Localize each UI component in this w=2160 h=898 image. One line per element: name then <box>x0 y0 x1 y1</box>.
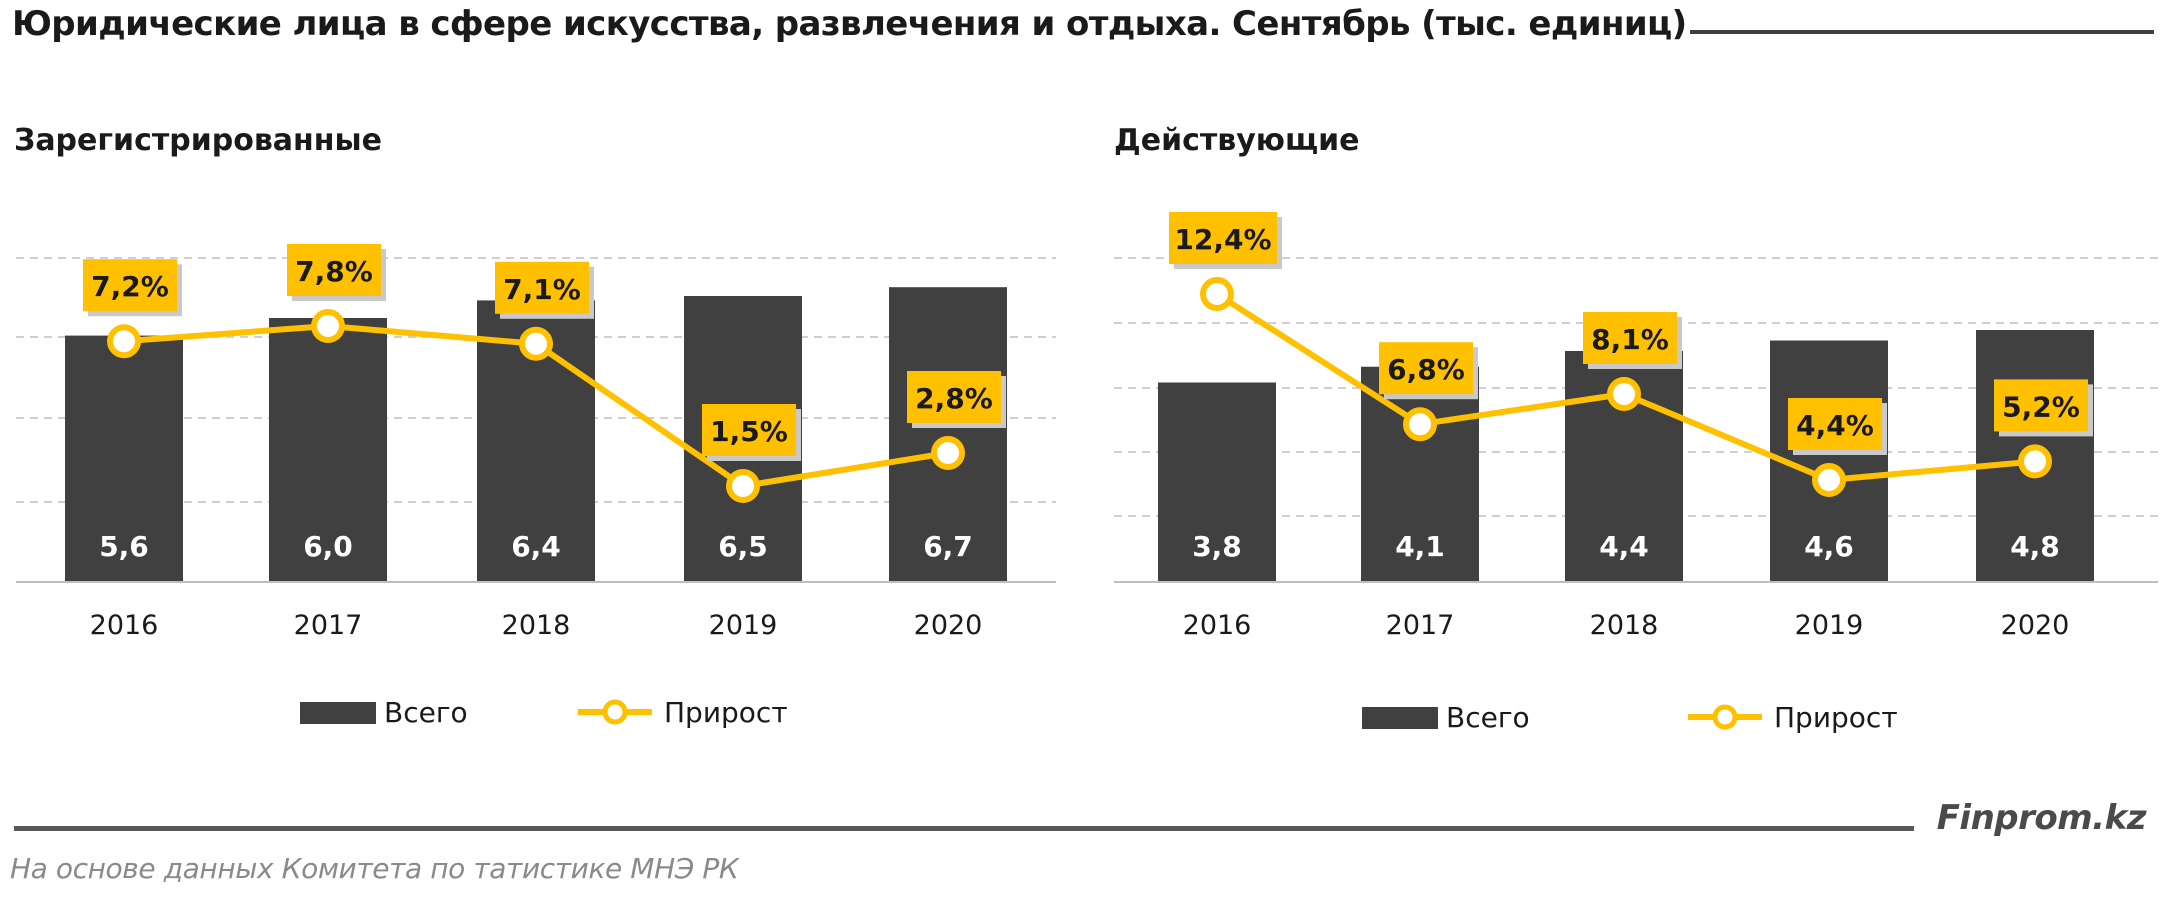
growth-value-label: 5,2% <box>2002 390 2080 423</box>
growth-value-label: 4,4% <box>1796 409 1874 442</box>
growth-value-label: 8,1% <box>1591 323 1669 356</box>
bar-2020 <box>889 287 1007 582</box>
growth-value-label: 6,8% <box>1387 353 1465 386</box>
source-note: На основе данных Комитета по татистике М… <box>10 852 739 885</box>
bar-value-label: 4,1 <box>1395 530 1445 563</box>
growth-marker-2020 <box>2018 444 2052 479</box>
bar-value-label: 5,6 <box>99 530 149 563</box>
bar-value-label: 6,5 <box>718 530 768 563</box>
growth-value-label: 12,4% <box>1174 223 1271 256</box>
growth-label-box <box>1583 311 1677 364</box>
growth-label-box <box>1379 342 1473 395</box>
growth-label-box <box>907 370 1001 423</box>
brand-logo-text: Finprom.kz <box>1936 798 2147 838</box>
growth-value-label: 2,8% <box>915 382 993 415</box>
x-tick-label: 2020 <box>914 610 983 641</box>
growth-value-label: 7,1% <box>503 273 581 306</box>
footer-rule <box>14 826 1914 831</box>
growth-marker-2017 <box>311 309 345 343</box>
panel-subtitle: Зарегистрированные <box>14 123 382 158</box>
growth-value-label: 7,8% <box>295 255 373 288</box>
legend-line-label: Прирост <box>1774 701 1898 734</box>
bar-2016 <box>65 335 183 582</box>
growth-label-box <box>702 404 796 456</box>
growth-label-box <box>1169 212 1277 264</box>
growth-label-box <box>1788 398 1882 450</box>
growth-label-box <box>83 259 177 312</box>
growth-label-box <box>287 244 381 296</box>
bar-value-label: 3,8 <box>1192 530 1242 563</box>
legend-bar-swatch <box>300 702 376 724</box>
legend-line-marker <box>602 699 628 725</box>
growth-label-box <box>1994 379 2088 432</box>
x-tick-label: 2020 <box>2001 610 2070 641</box>
title-rule <box>1690 30 2154 34</box>
bar-value-label: 6,7 <box>923 530 973 563</box>
bar-value-label: 4,4 <box>1599 530 1649 563</box>
legend-bar-label: Всего <box>384 696 468 729</box>
page-title: Юридические лица в сфере искусства, разв… <box>12 4 1687 44</box>
bar-value-label: 6,4 <box>511 530 561 563</box>
legend-line-label: Прирост <box>664 696 788 729</box>
legend-bar-swatch <box>1362 707 1438 729</box>
bar-value-label: 4,8 <box>2010 530 2060 563</box>
growth-marker-2019 <box>1812 463 1846 497</box>
growth-marker-2017 <box>1403 407 1437 442</box>
growth-marker-2016 <box>107 324 141 359</box>
legend-bar-label: Всего <box>1446 701 1530 734</box>
bar-2017 <box>1361 366 1479 582</box>
x-tick-label: 2017 <box>294 610 363 641</box>
growth-marker-2018 <box>519 326 553 361</box>
bar-2016 <box>1158 382 1276 582</box>
growth-marker-2016 <box>1200 277 1234 311</box>
bar-2017 <box>269 318 387 582</box>
bar-value-label: 6,0 <box>303 530 353 563</box>
growth-marker-2018 <box>1607 376 1641 411</box>
growth-marker-2020 <box>931 435 965 470</box>
x-tick-label: 2018 <box>502 610 571 641</box>
x-tick-label: 2016 <box>90 610 159 641</box>
growth-value-label: 7,2% <box>91 270 169 303</box>
x-tick-label: 2019 <box>1795 610 1864 641</box>
growth-marker-2019 <box>726 469 760 503</box>
x-tick-label: 2019 <box>709 610 778 641</box>
legend-line-marker <box>1712 704 1738 730</box>
panel-subtitle: Действующие <box>1114 123 1360 158</box>
growth-value-label: 1,5% <box>710 415 788 448</box>
x-tick-label: 2018 <box>1590 610 1659 641</box>
bar-value-label: 4,6 <box>1804 530 1854 563</box>
growth-label-box <box>495 261 589 314</box>
x-tick-label: 2016 <box>1183 610 1252 641</box>
x-tick-label: 2017 <box>1386 610 1455 641</box>
